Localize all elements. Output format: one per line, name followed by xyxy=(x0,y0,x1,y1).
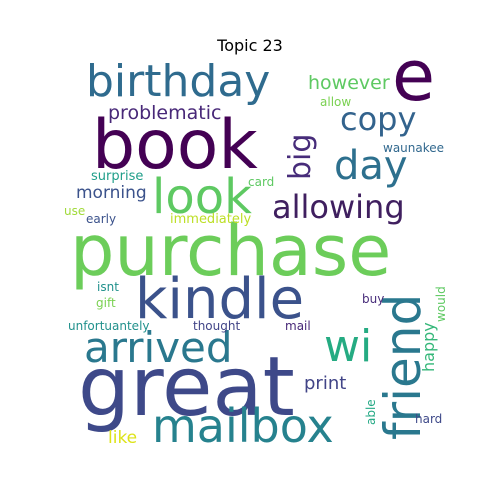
word-early: early xyxy=(86,212,116,226)
word-arrived: arrived xyxy=(84,323,233,372)
word-waunakee: waunakee xyxy=(383,141,444,155)
word-birthday: birthday xyxy=(86,56,270,107)
word-would: would xyxy=(434,286,448,322)
word-book: book xyxy=(92,106,258,185)
word-problematic: problematic xyxy=(108,102,221,124)
word-thought: thought xyxy=(193,319,240,333)
word-purchase: purchase xyxy=(70,210,391,292)
word-use: use xyxy=(64,204,85,218)
word-able: able xyxy=(364,399,378,425)
word-hard: hard xyxy=(415,412,442,426)
word-buy: buy xyxy=(362,292,384,306)
word-friend: friend xyxy=(374,294,432,440)
word-isnt: isnt xyxy=(97,280,119,294)
chart-title: Topic 23 xyxy=(217,36,283,55)
word-mail: mail xyxy=(285,319,311,333)
word-allow: allow xyxy=(320,95,351,109)
word-however: however xyxy=(308,72,390,94)
word-gift: gift xyxy=(96,296,116,310)
word-happy: happy xyxy=(419,322,438,372)
word-look: look xyxy=(152,169,252,225)
word-big: big xyxy=(283,134,318,180)
word-great: great xyxy=(78,340,295,435)
word-card: card xyxy=(248,175,274,189)
word-print: print xyxy=(304,373,346,394)
word-wi: wi xyxy=(324,321,372,372)
word-morning: morning xyxy=(76,183,147,203)
word-immediately: immediately xyxy=(170,212,251,227)
word-like: like xyxy=(108,428,137,448)
word-e: e xyxy=(392,35,435,117)
word-surprise: surprise xyxy=(91,169,143,184)
word-kindle: kindle xyxy=(135,267,304,332)
word-unfortuantely: unfortuantely xyxy=(68,319,150,333)
word-day: day xyxy=(334,143,408,189)
word-allowing: allowing xyxy=(272,188,405,226)
word-mailbox: mailbox xyxy=(152,399,334,453)
word-copy: copy xyxy=(340,100,416,138)
